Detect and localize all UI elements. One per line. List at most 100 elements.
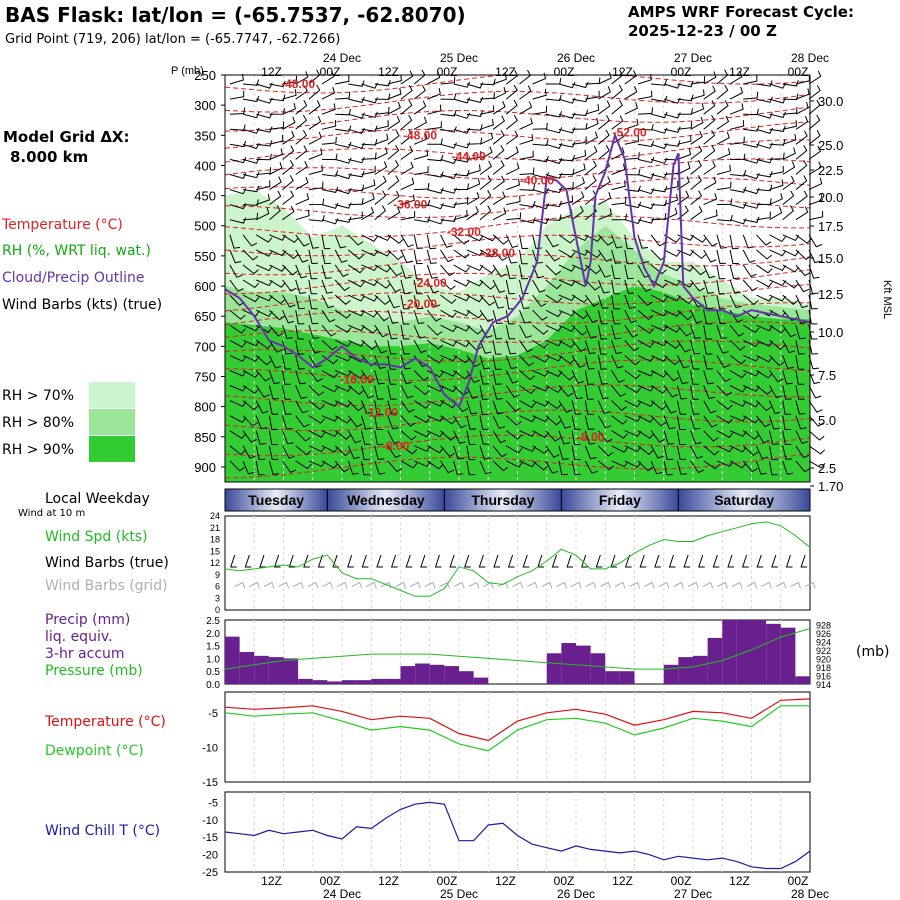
wind-barb (769, 249, 787, 257)
wind-barb (374, 445, 385, 460)
wind-barb (585, 145, 598, 160)
wind-barb (282, 325, 293, 340)
wind-barb (690, 175, 702, 190)
wind-barb (295, 430, 311, 442)
wind-barb (229, 460, 245, 472)
wind-barb (295, 279, 306, 294)
wind-barb (334, 385, 352, 392)
wind-barb (782, 120, 797, 130)
wind-barb (268, 415, 278, 430)
wind-barb-grid (366, 581, 377, 589)
wind-barb (282, 89, 297, 100)
wind-barb (676, 430, 686, 445)
wind-barb (413, 370, 430, 382)
wind-barb (374, 279, 391, 289)
wind-barb (743, 141, 760, 148)
wind-barb (282, 460, 297, 474)
wind-barb (769, 430, 779, 445)
weekday-label: Thursday (471, 492, 534, 508)
wind-barb (479, 264, 497, 274)
time-tick-label-bottom: 00Z (671, 874, 692, 888)
weekday-label: Tuesday (248, 492, 304, 508)
wind-barb (229, 370, 247, 377)
wind-barb (374, 93, 391, 100)
wind-barb (361, 324, 378, 334)
wind-barb (716, 100, 729, 115)
wind-barb (453, 354, 470, 364)
wind-barb (769, 415, 780, 430)
wind-barb-true (478, 554, 486, 568)
wind-barb (637, 107, 654, 115)
wind-barb (532, 370, 550, 377)
wind-barb (479, 340, 492, 354)
wind-barb (492, 115, 506, 130)
precip-bar (561, 643, 576, 684)
wind-barb (743, 370, 760, 377)
wind-barb (611, 115, 624, 130)
wind-barb (637, 156, 655, 164)
wind-barb (295, 340, 305, 355)
wind-barb (361, 309, 378, 318)
wind-barb (308, 370, 324, 383)
precip-bar (751, 620, 767, 684)
wind-barb (256, 153, 272, 161)
wind-barb (308, 445, 326, 453)
wind-barb (374, 234, 392, 242)
wind-barb (268, 445, 279, 461)
wind-barb (676, 400, 687, 415)
wind-barb (426, 309, 442, 322)
precip-tick-label: 1.5 (206, 642, 220, 653)
wind-barb (532, 400, 550, 407)
wind-barb (558, 234, 575, 244)
wind-barb (558, 400, 573, 413)
wind-barb (505, 400, 521, 412)
wind-barb (730, 170, 747, 177)
wind-barb (242, 430, 257, 443)
wind-barb-true (361, 554, 369, 568)
wind-height-note: Wind at 10 m (18, 508, 86, 519)
temperature-contour (224, 340, 811, 362)
wind-barb (308, 115, 322, 130)
wind-barb (597, 385, 609, 400)
wind-barb (440, 370, 458, 377)
wind-barb (440, 234, 453, 248)
wind-barb (545, 339, 563, 347)
pressure-tick-label: 250 (194, 68, 216, 83)
wind-barb (703, 340, 713, 355)
wind-barb-true (522, 554, 530, 568)
wind-chill-tick-label: -10 (202, 815, 218, 827)
wind-barb (769, 206, 783, 221)
wind-barb (729, 70, 743, 85)
wind-barb (361, 125, 378, 132)
weekday-label: Friday (599, 492, 641, 508)
precip-label: Precip (mm) (45, 612, 131, 628)
wind-barb (282, 309, 295, 324)
wind-barb (729, 103, 744, 115)
wind-barb (492, 340, 502, 355)
wind-barb (664, 180, 679, 191)
wind-barb (479, 385, 489, 400)
wind-barb (663, 460, 673, 476)
wind-barb (348, 96, 365, 103)
wind-barb (466, 124, 483, 131)
wind-barb (295, 176, 309, 191)
temperature-contour (224, 453, 811, 479)
wind-barb (532, 234, 542, 249)
wind-barb (690, 325, 702, 340)
wind-barb (255, 264, 273, 272)
wind-barb (400, 370, 413, 385)
wind-barb (584, 430, 596, 445)
wind-barb (663, 309, 681, 317)
wind-barb (255, 400, 269, 414)
wind-barb (492, 249, 508, 262)
wind-barb (598, 460, 615, 471)
wind-barb (492, 370, 502, 385)
wind-barb (742, 415, 760, 424)
wind-barb (361, 370, 376, 383)
wind-barb (268, 355, 282, 369)
wind-barb (334, 309, 352, 319)
pressure-axis-label: P (mb) (171, 65, 204, 77)
wind-barb (387, 74, 402, 85)
wind-barb-true (727, 554, 734, 568)
wind-barb (413, 340, 427, 354)
